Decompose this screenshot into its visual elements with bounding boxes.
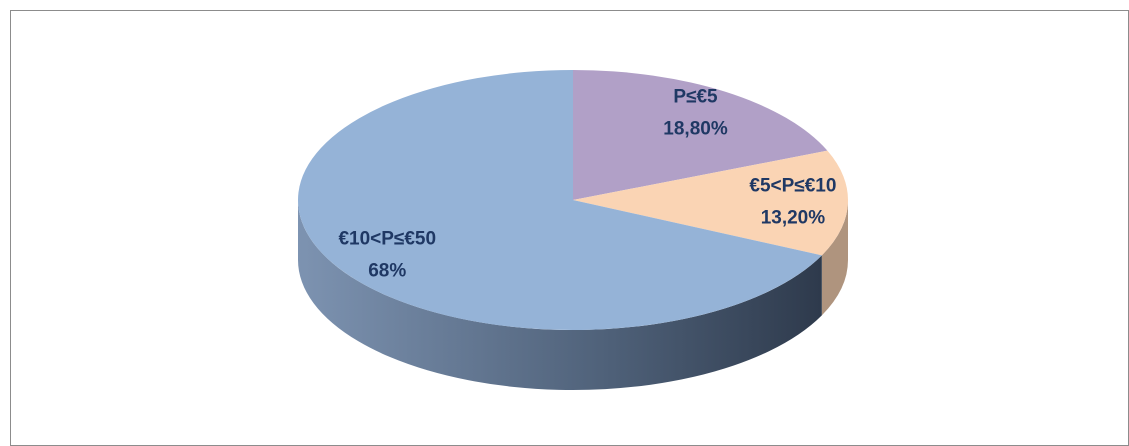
slice-category-label: €10<P≤€50	[338, 229, 436, 250]
pie-slice	[573, 70, 828, 200]
slice-category-label: P≤€5	[673, 87, 718, 108]
slice-value-label: 68%	[368, 261, 406, 282]
pie-side	[298, 200, 822, 391]
pie-side	[821, 200, 848, 316]
slice-category-label: €5<P≤€10	[749, 176, 836, 197]
pie-slice	[298, 70, 822, 330]
pie-slice	[573, 150, 849, 256]
slice-value-label: 18,80%	[663, 119, 728, 140]
slice-value-label: 13,20%	[761, 208, 826, 229]
